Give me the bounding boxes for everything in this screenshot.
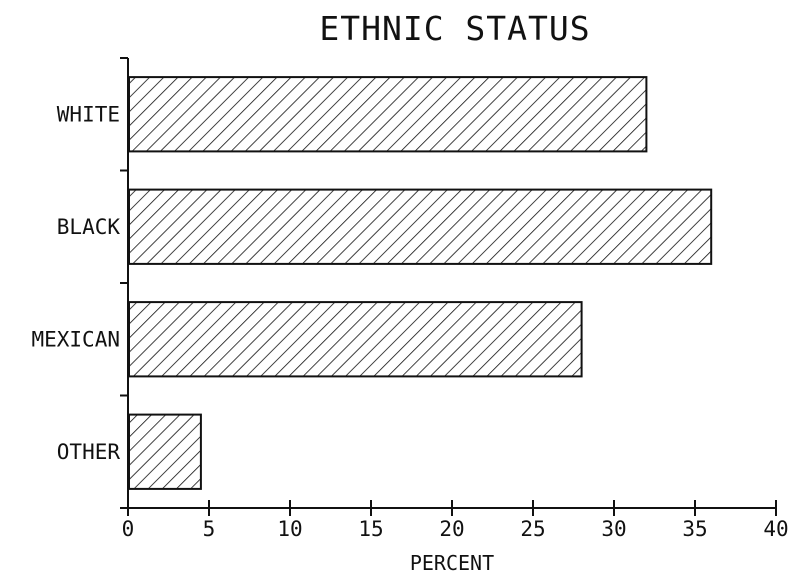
category-label-mexican: MEXICAN <box>31 327 120 351</box>
y-axis-ticks <box>120 57 128 509</box>
x-tick-label-30: 30 <box>601 517 626 541</box>
x-tick-label-35: 35 <box>682 517 707 541</box>
category-label-black: BLACK <box>57 215 121 239</box>
bar-black <box>128 188 713 265</box>
x-tick-label-5: 5 <box>203 517 216 541</box>
category-label-other: OTHER <box>57 440 121 464</box>
bars-group <box>128 76 713 490</box>
bar-other <box>128 413 202 490</box>
category-labels: WHITE BLACK MEXICAN OTHER <box>31 102 121 464</box>
chart-title: ETHNIC STATUS <box>319 9 590 48</box>
category-label-white: WHITE <box>57 102 120 126</box>
x-tick-label-25: 25 <box>520 517 545 541</box>
x-axis-label: PERCENT <box>410 551 494 575</box>
x-tick-label-15: 15 <box>358 517 383 541</box>
x-tick-label-10: 10 <box>277 517 302 541</box>
x-tick-label-0: 0 <box>122 517 135 541</box>
x-tick-label-40: 40 <box>763 517 788 541</box>
bar-white <box>128 76 648 153</box>
x-axis-ticks: 0 5 10 15 20 25 30 35 40 <box>122 500 789 541</box>
x-tick-label-20: 20 <box>439 517 464 541</box>
bar-mexican <box>128 301 583 378</box>
